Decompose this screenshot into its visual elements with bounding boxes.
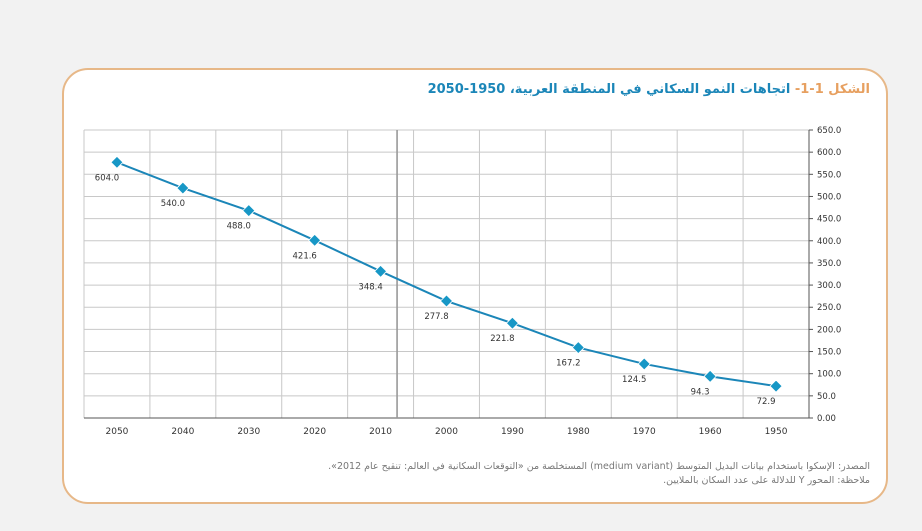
figure-footer: المصدر: الإسكوا باستخدام بيانات البديل ا…	[328, 460, 870, 488]
data-point	[308, 233, 322, 247]
y-tick-label: 0.00	[817, 414, 836, 424]
y-tick-label: 500.0	[817, 192, 841, 202]
x-tick-label: 2050	[106, 427, 129, 437]
figure-title-text: اتجاهات النمو السكاني في المنطقة العربية…	[427, 82, 791, 97]
y-tick-label: 50.0	[817, 392, 836, 402]
figure-number: الشكل 1-1-	[794, 82, 870, 97]
x-tick-label: 2030	[237, 427, 260, 437]
source-note: المصدر: الإسكوا باستخدام بيانات البديل ا…	[328, 461, 870, 472]
y-tick-label: 200.0	[817, 325, 841, 335]
x-tick-label: 2000	[435, 427, 458, 437]
data-point	[374, 264, 388, 278]
data-label: 221.8	[490, 334, 514, 344]
figure-title: الشكل 1-1- اتجاهات النمو السكاني في المن…	[428, 82, 870, 97]
line-chart: 0.00 50.0 100.0 150.0 200.0 250.0 300.0 350.0 40…	[83, 126, 841, 437]
x-tick-label: 1990	[501, 427, 524, 437]
data-label: 124.5	[622, 375, 646, 385]
x-tick-label: 2020	[303, 427, 326, 437]
data-label: 540.0	[161, 199, 185, 209]
x-tick-label: 1980	[567, 427, 590, 437]
x-tick-label: 1970	[633, 427, 656, 437]
data-label: 72.9	[757, 397, 776, 407]
data-point	[439, 294, 454, 308]
data-point	[505, 316, 519, 330]
data-label: 167.2	[556, 359, 580, 369]
x-tick-label: 1950	[765, 427, 788, 437]
data-point	[637, 357, 651, 371]
y-tick-label: 300.0	[817, 281, 841, 291]
data-label: 94.3	[691, 387, 710, 397]
x-tick-label: 1960	[699, 427, 722, 437]
y-tick-label: 100.0	[817, 370, 841, 380]
data-point	[176, 181, 190, 195]
data-label: 488.0	[227, 222, 251, 232]
y-tick-label: 250.0	[817, 303, 841, 313]
y-tick-label: 350.0	[817, 259, 841, 269]
data-point	[769, 379, 783, 393]
axis-note: ملاحظة: المحور Y للدلالة على عدد السكان …	[663, 475, 870, 486]
x-tick-label: 2040	[171, 427, 194, 437]
y-tick-label: 150.0	[817, 348, 841, 358]
data-label: 421.6	[293, 251, 317, 261]
figure-card: الشكل 1-1- اتجاهات النمو السكاني في المن…	[62, 68, 888, 504]
x-tick-label: 2010	[369, 427, 392, 437]
data-point	[571, 340, 585, 355]
y-tick-label: 450.0	[817, 215, 841, 225]
data-point	[242, 204, 256, 218]
data-point	[110, 155, 124, 169]
y-tick-label: 550.0	[817, 170, 841, 180]
data-point	[703, 369, 717, 383]
data-label: 604.0	[95, 173, 119, 183]
data-label: 348.4	[358, 282, 382, 292]
y-tick-label: 650.0	[817, 126, 841, 136]
data-label: 277.8	[424, 312, 448, 322]
y-tick-label: 400.0	[817, 237, 841, 247]
y-tick-label: 600.0	[817, 148, 841, 158]
